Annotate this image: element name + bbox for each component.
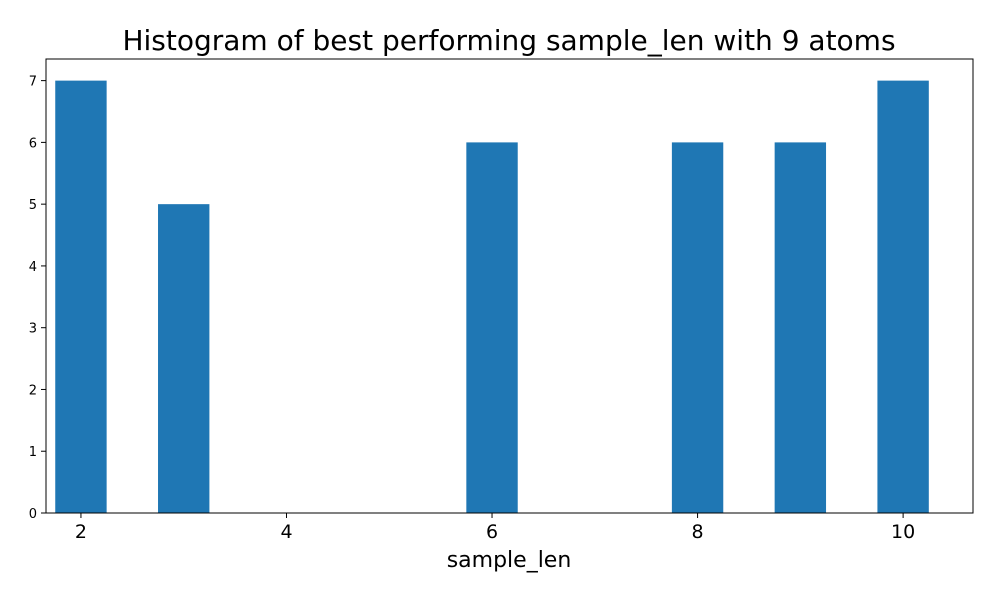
y-tick-label: 7 <box>29 75 37 90</box>
bar-6 <box>466 142 518 513</box>
chart-title: Histogram of best performing sample_len … <box>122 24 895 57</box>
x-tick-label: 2 <box>75 521 87 543</box>
bar-9 <box>774 142 827 513</box>
y-axis-ticks: 0 1 2 3 4 5 6 7 <box>29 75 46 522</box>
bar-8 <box>671 142 724 513</box>
bar-3 <box>158 204 210 513</box>
bars-group <box>55 80 929 513</box>
x-tick-label: 10 <box>891 521 915 543</box>
x-tick-label: 4 <box>280 521 292 543</box>
y-tick-label: 4 <box>29 260 37 275</box>
bar-2 <box>55 80 107 513</box>
x-axis-ticks: 2 4 6 8 10 <box>75 513 915 543</box>
y-tick-label: 0 <box>29 507 37 522</box>
y-tick-label: 2 <box>29 383 37 398</box>
x-tick-label: 8 <box>692 521 704 543</box>
x-tick-label: 6 <box>486 521 498 543</box>
y-tick-label: 1 <box>29 445 37 460</box>
y-tick-label: 3 <box>29 322 37 337</box>
x-axis-label: sample_len <box>447 548 572 573</box>
bar-10 <box>877 80 929 513</box>
y-tick-label: 5 <box>29 198 37 213</box>
y-tick-label: 6 <box>29 136 37 151</box>
plot-frame <box>45 58 974 514</box>
